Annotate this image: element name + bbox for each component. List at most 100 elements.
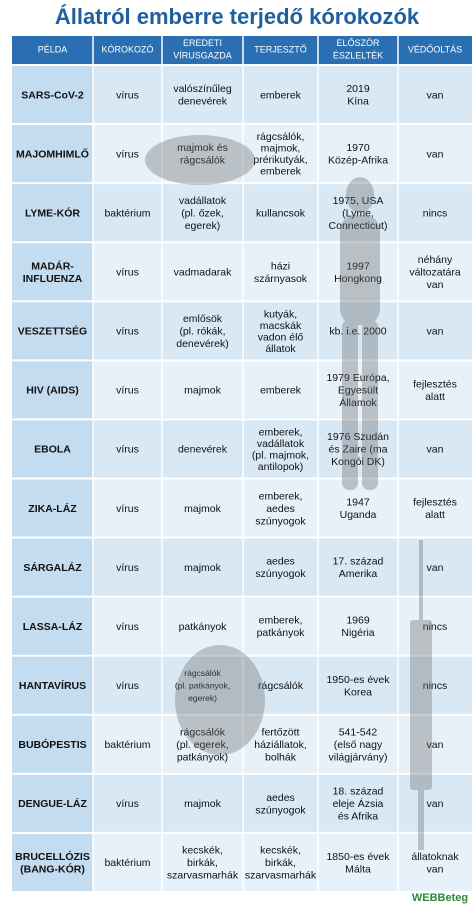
table-cell: változatára bbox=[409, 267, 461, 279]
first-column-background bbox=[12, 302, 93, 360]
table-cell: fertőzött bbox=[262, 727, 300, 739]
table-cell: nincs bbox=[423, 621, 448, 633]
table-cell: kullancsok bbox=[256, 207, 306, 219]
table-cell: kecskék, bbox=[260, 845, 301, 857]
table-cell: (pl. egerek, bbox=[176, 739, 229, 751]
table-cell: vírus bbox=[116, 444, 139, 456]
table-cell: 541-542 bbox=[339, 727, 378, 739]
table-cell: denevérek) bbox=[176, 338, 229, 350]
table-cell: majmok bbox=[184, 503, 222, 515]
table-cell: patkányok bbox=[257, 627, 306, 639]
table-cell: háziállatok, bbox=[254, 739, 307, 751]
first-column-background bbox=[12, 833, 93, 891]
table-cell: 1997 bbox=[346, 260, 370, 272]
example-cell: BUBÓPESTIS bbox=[18, 738, 86, 751]
table-cell: egerek) bbox=[185, 220, 221, 232]
logo: WEBBeteg bbox=[412, 892, 468, 904]
table-cell: alatt bbox=[425, 509, 445, 521]
header-row bbox=[12, 36, 472, 64]
table-cell: rágcsálók bbox=[180, 155, 226, 167]
table-cell: egerek) bbox=[188, 693, 217, 703]
table-cell: (pl. patkányok, bbox=[175, 681, 230, 691]
table-cell: vadállatok bbox=[179, 195, 227, 207]
table-cell: birkák, bbox=[187, 857, 218, 869]
table-cell: baktérium bbox=[104, 739, 150, 751]
table-cell: 1976 Szudán bbox=[327, 431, 389, 443]
table-cell: szárnyasok bbox=[254, 273, 308, 285]
table-cell: van bbox=[427, 279, 444, 291]
table-cell: vírus bbox=[116, 680, 139, 692]
table-cell: rágcsálók bbox=[180, 727, 226, 739]
first-column-background bbox=[12, 656, 93, 714]
table-cell: van bbox=[427, 739, 444, 751]
table-cell: majmok és bbox=[177, 142, 228, 154]
table-cell: emberek, bbox=[259, 490, 303, 502]
table-cell: nincs bbox=[423, 207, 448, 219]
table-cell: 1979 Európa, bbox=[326, 372, 389, 384]
table-cell: Amerika bbox=[339, 568, 378, 580]
table-cell: emberek bbox=[260, 385, 302, 397]
table-cell: vírus bbox=[116, 798, 139, 810]
table-cell: (pl. majmok, bbox=[252, 449, 309, 461]
table-cell: Málta bbox=[345, 863, 371, 875]
first-column-background bbox=[12, 420, 93, 478]
example-cell: (BANG-KÓR) bbox=[20, 862, 85, 875]
example-cell: VESZETTSÉG bbox=[18, 325, 87, 338]
header-cell: PÉLDA bbox=[38, 44, 68, 54]
table-cell: vírus bbox=[116, 621, 139, 633]
table-cell: állatoknak bbox=[411, 851, 459, 863]
example-cell: ZIKA-LÁZ bbox=[28, 502, 77, 515]
table-cell: Kína bbox=[347, 96, 369, 108]
table-cell: 2019 bbox=[346, 83, 370, 95]
table-cell: macskák bbox=[260, 320, 302, 332]
table-cell: aedes bbox=[266, 792, 295, 804]
table-cell: aedes bbox=[266, 556, 295, 568]
example-cell: SARS-CoV-2 bbox=[21, 89, 84, 101]
table-cell: 1969 bbox=[346, 615, 370, 627]
table-cell: van bbox=[427, 326, 444, 338]
table-cell: 1850-es évek bbox=[326, 851, 390, 863]
table-cell: fejlesztés bbox=[413, 378, 457, 390]
table-cell: Nigéria bbox=[341, 627, 374, 639]
table-cell: Connecticut) bbox=[329, 220, 388, 232]
table-cell: van bbox=[427, 562, 444, 574]
table-cell: vadmadarak bbox=[174, 267, 233, 279]
table-cell: (első nagy bbox=[334, 739, 383, 751]
header-cell: EREDETI bbox=[183, 38, 222, 48]
first-column-background bbox=[12, 361, 93, 419]
table-cell: vírus bbox=[116, 148, 139, 160]
table-cell: emberek bbox=[260, 89, 302, 101]
table-cell: van bbox=[427, 444, 444, 456]
table-cell: Korea bbox=[344, 686, 372, 698]
example-cell: BRUCELLÓZIS bbox=[15, 850, 90, 863]
table-cell: 1970 bbox=[346, 142, 370, 154]
table-cell: 17. század bbox=[333, 556, 384, 568]
first-column-background bbox=[12, 479, 93, 537]
table-cell: (pl. rókák, bbox=[179, 326, 225, 338]
table-cell: rágcsálók bbox=[258, 680, 304, 692]
table-cell: denevérek bbox=[178, 96, 228, 108]
table-cell: kecskék, bbox=[182, 845, 223, 857]
table-cell: és Afrika bbox=[338, 811, 378, 823]
example-cell: MAJOMHIMLŐ bbox=[16, 147, 89, 160]
example-cell: EBOLA bbox=[34, 444, 71, 456]
table-cell: majmok bbox=[184, 562, 222, 574]
first-column-background bbox=[12, 715, 93, 773]
table-cell: van bbox=[427, 863, 444, 875]
table-cell: néhány bbox=[418, 254, 453, 266]
table-cell: és Zaire (ma bbox=[329, 444, 388, 456]
example-cell: INFLUENZA bbox=[23, 273, 83, 285]
table-cell: 18. század bbox=[333, 786, 384, 798]
example-cell: LYME-KÓR bbox=[25, 206, 80, 219]
table-cell: alatt bbox=[425, 391, 445, 403]
table-cell: prérikutyák, bbox=[253, 154, 307, 166]
example-cell: HANTAVÍRUS bbox=[19, 679, 86, 692]
table-cell: 1975, USA bbox=[333, 195, 384, 207]
table-cell: Hongkong bbox=[334, 273, 382, 285]
first-column-background bbox=[12, 774, 93, 832]
table-cell: Közép-Afrika bbox=[328, 155, 388, 167]
table-cell: vadon élő bbox=[258, 331, 304, 343]
first-column-background bbox=[12, 597, 93, 655]
table-cell: eleje Ázsia bbox=[333, 797, 384, 810]
